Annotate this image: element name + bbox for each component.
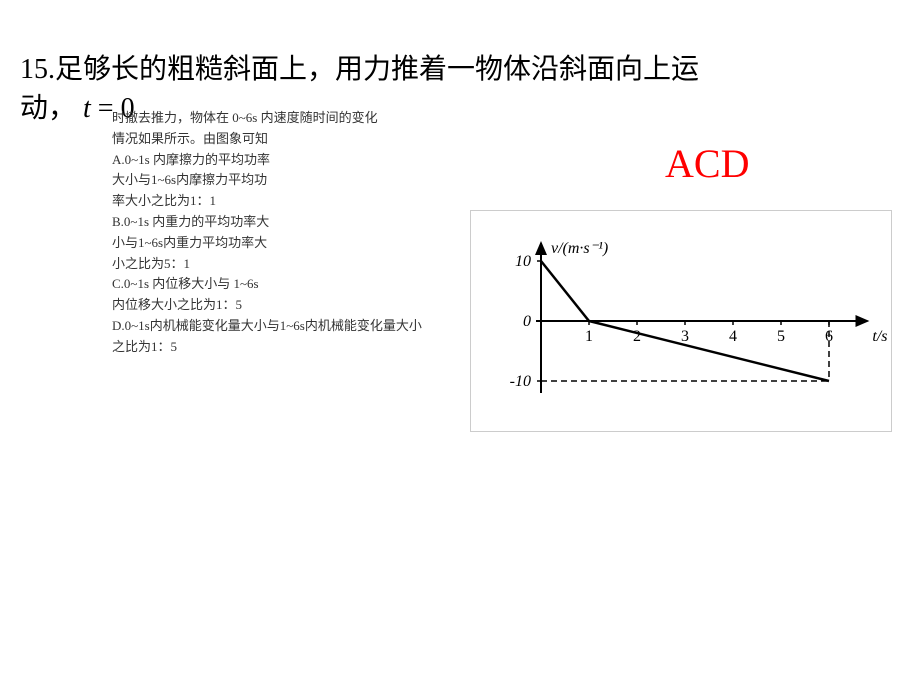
svg-text:3: 3: [681, 328, 689, 345]
svg-text:-10: -10: [510, 373, 531, 390]
q-line1: 足够长的粗糙斜面上，用力推着一物体沿斜面向上运: [55, 54, 699, 85]
answer-text: ACD: [665, 140, 749, 187]
q-number: 15.: [20, 54, 55, 85]
body-l10: 内位移大小之比为1：5: [112, 295, 472, 316]
body-l4: 大小与1~6s内摩擦力平均功: [112, 170, 472, 191]
body-l6: B.0~1s 内重力的平均功率大: [112, 212, 472, 233]
svg-text:0: 0: [523, 313, 531, 330]
svg-text:5: 5: [777, 328, 785, 345]
svg-text:v/(m·s⁻¹): v/(m·s⁻¹): [551, 240, 608, 257]
body-l12: 之比为1：5: [112, 337, 472, 358]
svg-text:10: 10: [515, 253, 531, 270]
body-l11: D.0~1s内机械能变化量大小与1~6s内机械能变化量大小: [112, 316, 472, 337]
svg-text:t/s: t/s: [872, 328, 887, 345]
question-body: 时撤去推力，物体在 0~6s 内速度随时间的变化 情况如果所示。由图象可知 A.…: [112, 108, 472, 358]
body-l5: 率大小之比为1：1: [112, 191, 472, 212]
q-line2: 动，: [20, 93, 76, 124]
svg-text:4: 4: [729, 328, 737, 345]
body-l3: A.0~1s 内摩擦力的平均功率: [112, 150, 472, 171]
velocity-time-graph: -10010123456v/(m·s⁻¹)t/s: [470, 210, 892, 432]
svg-text:1: 1: [585, 328, 593, 345]
body-l8: 小之比为5：1: [112, 254, 472, 275]
t-var: t: [83, 93, 91, 124]
body-l9: C.0~1s 内位移大小与 1~6s: [112, 274, 472, 295]
body-l2: 情况如果所示。由图象可知: [112, 129, 472, 150]
body-l1: 时撤去推力，物体在 0~6s 内速度随时间的变化: [112, 108, 472, 129]
svg-text:2: 2: [633, 328, 641, 345]
body-l7: 小与1~6s内重力平均功率大: [112, 233, 472, 254]
